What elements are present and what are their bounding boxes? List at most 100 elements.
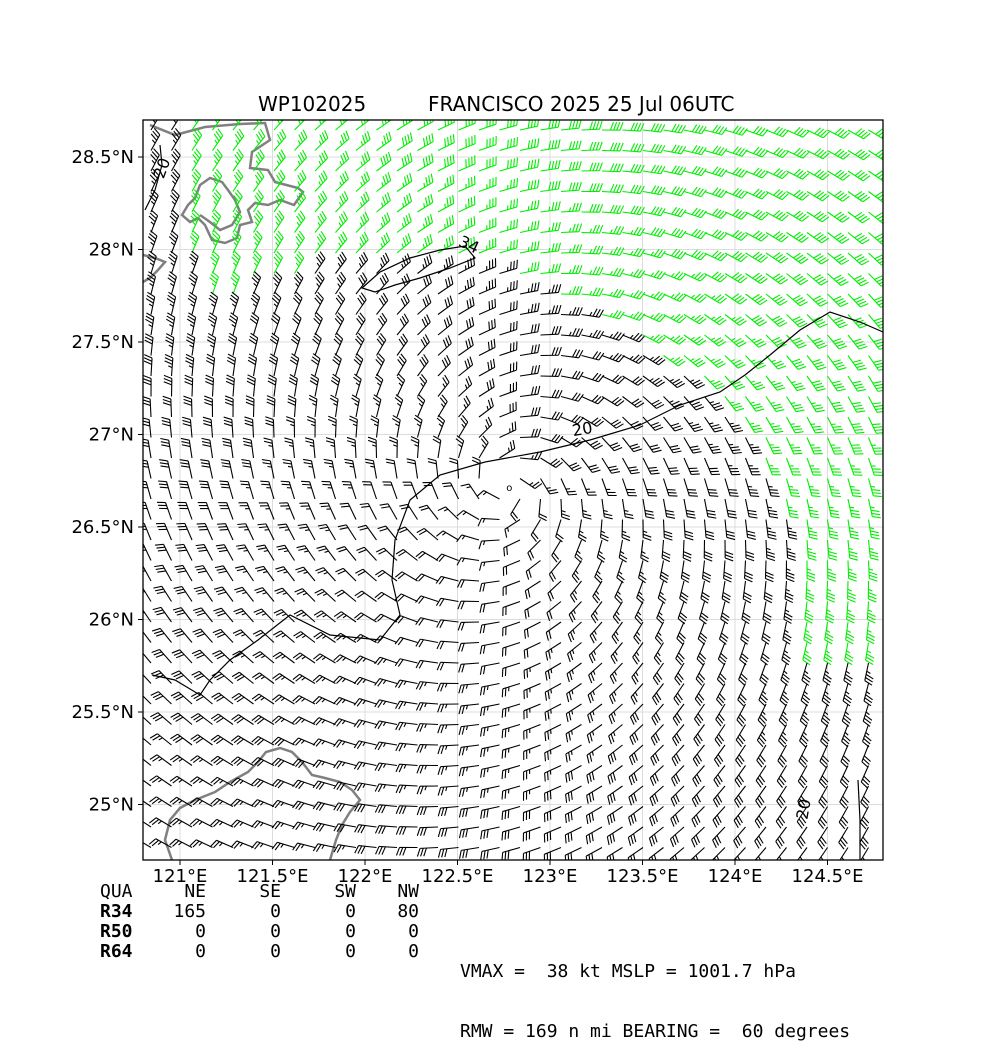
wind-barb (171, 169, 180, 191)
wind-barb (205, 375, 213, 396)
wind-barb (643, 356, 665, 365)
wind-barb (692, 807, 705, 828)
wind-barb (676, 643, 685, 665)
wind-barb (334, 676, 356, 683)
wind-barb (845, 643, 853, 665)
wind-barb (293, 801, 315, 810)
wind-barb (355, 569, 376, 581)
wind-barb (293, 632, 315, 643)
wind-barb (479, 436, 488, 458)
wind-barb (481, 745, 500, 757)
wind-barb (368, 437, 376, 458)
wind-barb (396, 785, 417, 793)
wind-barb (738, 684, 747, 706)
lat-tick-label: 27°N (89, 425, 134, 446)
wind-barb (418, 314, 431, 335)
wind-barb (438, 175, 454, 192)
wind-barb (587, 786, 602, 804)
wind-barb (137, 502, 151, 519)
wind-barb (607, 827, 622, 845)
wind-barb (762, 622, 771, 644)
wind-barb (654, 643, 663, 665)
wind-barb (523, 827, 540, 841)
wind-barb (561, 286, 582, 294)
wind-barb (684, 315, 706, 324)
wind-barb (336, 191, 348, 212)
wind-barb (561, 499, 570, 520)
wind-barb (211, 251, 220, 273)
wind-barb (438, 807, 458, 817)
wind-barb (259, 503, 274, 520)
wind-barb (315, 272, 324, 294)
wind-barb (354, 354, 363, 376)
wind-barb (315, 150, 328, 171)
wind-barb (633, 643, 643, 665)
wind-barb (725, 167, 747, 177)
wind-barb (807, 438, 823, 454)
wind-barb (140, 439, 151, 458)
wind-barb (442, 483, 458, 499)
wind-barb (582, 288, 604, 296)
wind-barb (131, 670, 151, 683)
wind-barb (684, 335, 706, 345)
wind-barb (334, 612, 356, 622)
wind-barb (320, 503, 336, 519)
wind-barb (252, 842, 274, 850)
wind-barb (396, 847, 417, 855)
wind-barb (776, 807, 786, 829)
wind-barb (130, 754, 151, 765)
wind-barb (684, 438, 701, 454)
wind-barb (274, 211, 284, 233)
wind-barb (664, 314, 686, 323)
wind-barb (561, 203, 581, 212)
wind-barb (272, 737, 294, 746)
wind-barb (274, 150, 285, 171)
wind-barb (670, 827, 684, 847)
wind-barb (459, 277, 475, 294)
wind-barb (848, 253, 869, 265)
wind-barb (525, 581, 540, 599)
wind-barb (717, 684, 726, 706)
wind-barb (842, 704, 851, 726)
wind-barb (254, 210, 263, 232)
wind-barb (375, 592, 397, 601)
wind-barb (150, 755, 172, 766)
wind-barb (211, 735, 233, 745)
wind-barb (288, 395, 296, 417)
wind-barb (787, 274, 808, 285)
wind-barb (561, 161, 581, 171)
wind-barb (273, 631, 294, 643)
wind-barb (215, 566, 233, 581)
wind-barb (561, 307, 582, 315)
wind-barb (504, 540, 520, 556)
wind-barb (725, 126, 747, 136)
wind-barb (231, 272, 240, 294)
wind-barb (566, 786, 582, 803)
wind-barb (828, 520, 839, 540)
wind-barb (505, 520, 520, 538)
wind-barb (375, 570, 397, 581)
wind-barb (355, 804, 377, 812)
wind-barb (766, 169, 788, 179)
wind-barb (828, 499, 840, 518)
wind-barb (191, 692, 212, 704)
wind-barb (189, 272, 198, 294)
wind-barb (334, 697, 356, 705)
wind-barb (438, 335, 451, 355)
wind-barb (766, 499, 778, 518)
wind-barb (766, 356, 786, 370)
wind-barb (436, 598, 458, 606)
wind-barb (531, 520, 540, 542)
wind-barb (582, 183, 603, 191)
wind-barb (746, 479, 760, 497)
wind-barb (766, 479, 780, 497)
wind-barb (725, 458, 740, 475)
wind-barb (570, 581, 581, 602)
wind-barb (869, 274, 889, 287)
wind-barb (566, 725, 581, 743)
wind-barb (735, 766, 745, 788)
wind-barb (336, 212, 348, 233)
wind-barb (254, 609, 274, 622)
wind-barb (403, 482, 418, 499)
wind-barb (418, 194, 433, 212)
